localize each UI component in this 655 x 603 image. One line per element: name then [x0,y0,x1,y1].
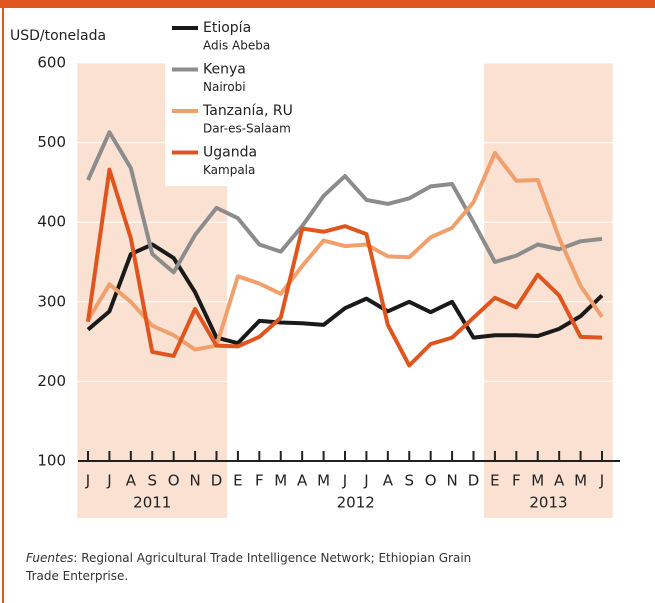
x-tick-label: A [297,472,308,490]
legend-sublabel: Adis Abeba [203,39,270,53]
legend-sublabel: Nairobi [203,80,246,94]
x-tick-label: A [383,472,394,490]
x-tick-label: J [106,472,111,490]
left-rule [2,0,4,603]
source-text-wrap: Trade Enterprise. [25,569,128,583]
x-tick-label: O [425,472,437,490]
series-line [86,167,603,368]
x-tick-label: A [126,472,137,490]
source-text: : Regional Agricultural Trade Intelligen… [73,551,471,565]
x-tick-label: D [468,472,480,490]
x-tick-label: J [342,472,347,490]
x-tick-label: S [147,472,157,490]
y-tick-label: 300 [37,292,66,310]
y-axis-label: USD/tonelada [10,28,106,44]
y-tick-label: 200 [37,372,66,390]
series-line [86,130,603,275]
x-tick-label: F [512,472,521,490]
source: Fuentes: Regional Agricultural Trade Int… [25,551,471,583]
y-tick-label: 100 [37,452,66,470]
legend-label: Uganda [203,145,257,161]
legend-label: Etiopía [203,20,251,36]
year-label: 2013 [529,494,567,512]
y-tick-label: 600 [37,54,66,72]
x-tick-label: D [211,472,223,490]
legend-sublabel: Kampala [203,163,255,177]
x-tick-label: M [531,472,544,490]
x-tick-label: O [168,472,180,490]
series-line [86,150,604,352]
x-tick-label: M [317,472,330,490]
x-tick-label: A [554,472,565,490]
year-label: 2011 [133,494,171,512]
x-tick-label: E [233,472,242,490]
y-tick-label: 500 [37,133,66,151]
top-bar [0,0,655,8]
x-tick-label: M [274,472,287,490]
x-tick-label: N [189,472,200,490]
x-tick-label: M [574,472,587,490]
legend-sublabel: Dar-es-Salaam [203,122,291,136]
period-shade [484,63,613,518]
year-label: 2012 [337,494,375,512]
x-tick-label: S [404,472,414,490]
x-tick-label: E [490,472,499,490]
legend-label: Tanzanía, RU [202,103,293,119]
x-tick-label: J [85,472,90,490]
x-tick-label: J [363,472,368,490]
source-label: Fuentes [26,551,73,565]
x-tick-label: F [255,472,264,490]
x-tick-label: N [446,472,457,490]
legend-box [165,10,322,186]
legend-label: Kenya [203,62,246,78]
series-line [86,242,604,346]
y-tick-label: 400 [37,213,66,231]
x-tick-label: J [599,472,604,490]
